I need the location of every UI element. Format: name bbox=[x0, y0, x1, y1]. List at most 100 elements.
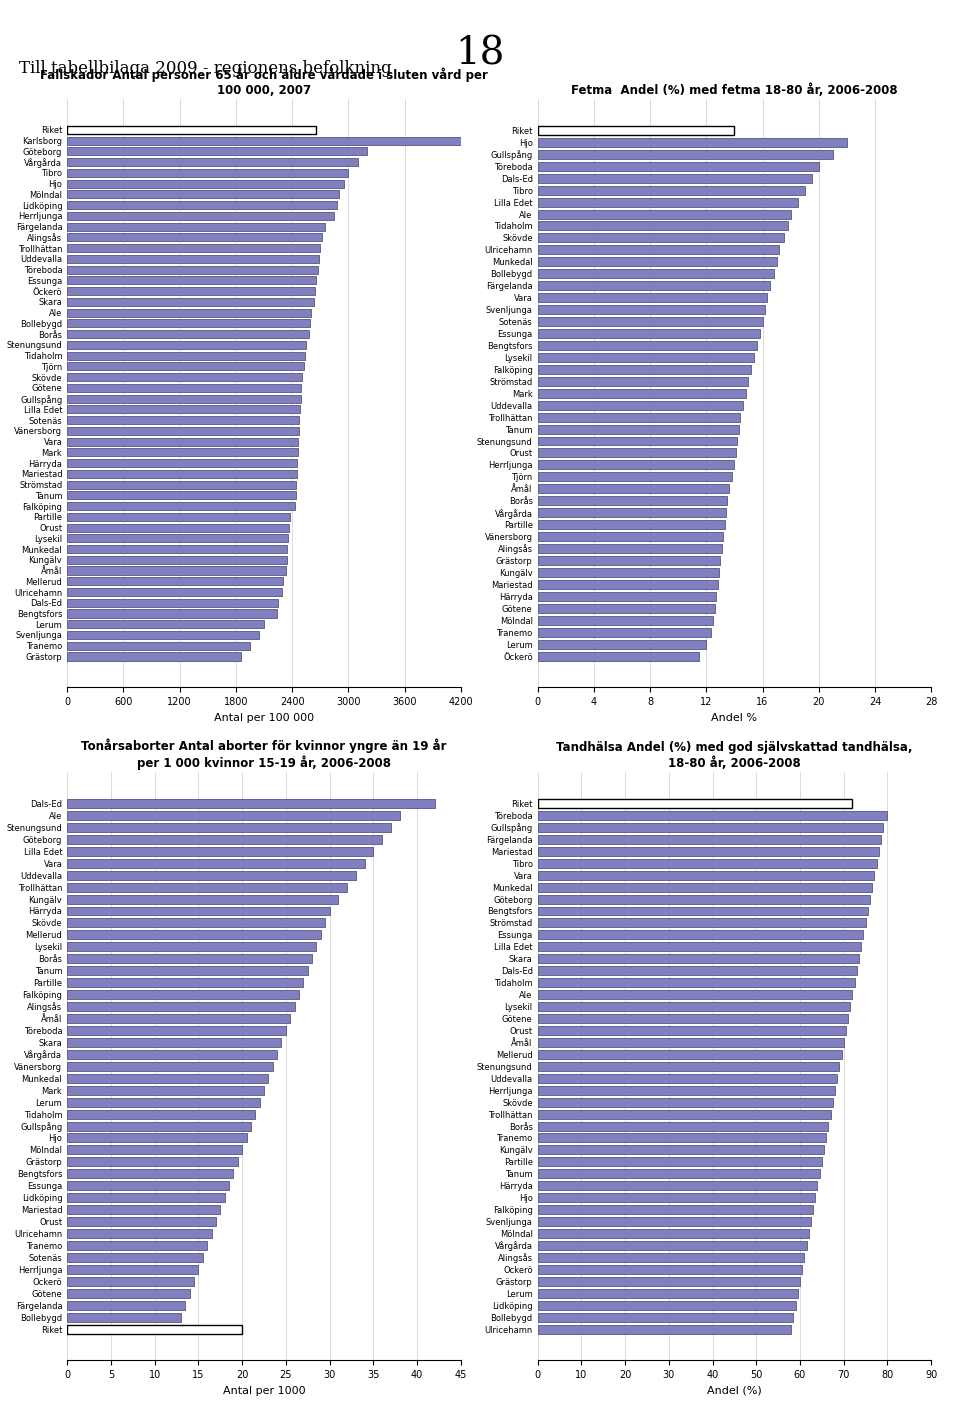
Bar bbox=[538, 1312, 793, 1322]
Bar bbox=[67, 298, 314, 306]
Bar bbox=[67, 180, 344, 187]
Bar bbox=[67, 244, 321, 252]
Bar bbox=[538, 364, 752, 374]
Bar bbox=[538, 533, 723, 541]
Bar bbox=[538, 150, 832, 159]
Bar bbox=[538, 1085, 835, 1095]
Text: 18: 18 bbox=[455, 35, 505, 72]
Bar bbox=[67, 1206, 220, 1214]
Bar bbox=[538, 1037, 844, 1047]
Bar bbox=[67, 966, 308, 975]
Bar bbox=[67, 990, 299, 999]
Bar bbox=[538, 639, 707, 649]
Bar bbox=[67, 1074, 269, 1083]
Bar bbox=[67, 523, 289, 531]
Bar bbox=[538, 281, 770, 290]
Bar bbox=[67, 823, 391, 832]
Bar bbox=[67, 1325, 242, 1333]
Bar bbox=[538, 1206, 813, 1214]
Bar bbox=[538, 1325, 791, 1333]
Bar bbox=[67, 1217, 216, 1226]
Bar bbox=[67, 1182, 229, 1190]
Title: Tonårsaborter Antal aborter för kvinnor yngre än 19 år
per 1 000 kvinnor 15-19 å: Tonårsaborter Antal aborter för kvinnor … bbox=[82, 738, 446, 769]
Bar bbox=[67, 1169, 233, 1179]
Bar bbox=[538, 894, 870, 904]
Bar bbox=[538, 425, 738, 434]
Bar bbox=[67, 1002, 295, 1012]
Bar bbox=[67, 918, 325, 927]
Bar bbox=[538, 580, 717, 589]
Bar bbox=[67, 513, 290, 521]
Bar bbox=[67, 265, 319, 273]
Bar bbox=[538, 221, 788, 231]
Bar bbox=[538, 883, 872, 891]
Bar bbox=[67, 1312, 180, 1322]
Bar bbox=[67, 427, 299, 435]
Bar bbox=[538, 1145, 824, 1155]
Bar bbox=[67, 373, 302, 381]
Bar bbox=[67, 859, 365, 867]
Bar bbox=[538, 174, 812, 183]
Bar bbox=[538, 918, 866, 927]
Bar bbox=[538, 1277, 800, 1285]
Bar bbox=[538, 317, 762, 326]
Bar bbox=[538, 126, 734, 135]
Bar bbox=[538, 1026, 846, 1034]
Bar bbox=[67, 417, 300, 424]
Bar bbox=[67, 351, 305, 360]
Title: Tandhälsa Andel (%) med god självskattad tandhälsa,
18-80 år, 2006-2008: Tandhälsa Andel (%) med god självskattad… bbox=[556, 741, 913, 769]
Bar bbox=[67, 234, 323, 241]
Bar bbox=[538, 823, 883, 832]
Bar bbox=[67, 459, 298, 468]
Bar bbox=[67, 835, 382, 843]
Bar bbox=[538, 1229, 808, 1238]
Bar bbox=[67, 319, 310, 327]
Bar bbox=[67, 1277, 194, 1285]
Bar bbox=[67, 384, 301, 393]
Bar bbox=[538, 652, 699, 660]
X-axis label: Andel (%): Andel (%) bbox=[707, 1386, 762, 1396]
Bar bbox=[538, 954, 859, 964]
Bar bbox=[538, 353, 754, 361]
Bar bbox=[67, 1085, 264, 1095]
Bar bbox=[538, 799, 852, 808]
Bar bbox=[538, 1169, 820, 1179]
Bar bbox=[67, 1121, 251, 1131]
Bar bbox=[538, 1002, 851, 1012]
Bar bbox=[538, 1193, 815, 1202]
Bar bbox=[67, 577, 283, 585]
Bar bbox=[67, 405, 300, 414]
Bar bbox=[538, 305, 765, 315]
Bar bbox=[538, 966, 857, 975]
Bar bbox=[67, 341, 306, 349]
Bar bbox=[538, 1121, 828, 1131]
Bar bbox=[538, 811, 887, 820]
Bar bbox=[538, 990, 852, 999]
X-axis label: Andel %: Andel % bbox=[711, 713, 757, 723]
Bar bbox=[538, 628, 710, 636]
Bar bbox=[67, 1158, 238, 1166]
Bar bbox=[538, 1050, 842, 1058]
Bar bbox=[538, 1098, 832, 1107]
Bar bbox=[67, 883, 348, 891]
Bar bbox=[538, 1134, 827, 1142]
Bar bbox=[538, 616, 713, 625]
Bar bbox=[67, 1110, 255, 1118]
Bar bbox=[538, 341, 756, 350]
Bar bbox=[67, 1253, 203, 1263]
Bar bbox=[67, 631, 259, 639]
Bar bbox=[67, 652, 241, 660]
Bar bbox=[67, 1241, 207, 1250]
Bar bbox=[67, 567, 286, 574]
Bar bbox=[538, 509, 726, 517]
Bar bbox=[538, 1061, 839, 1071]
Bar bbox=[538, 1015, 848, 1023]
Bar bbox=[538, 870, 875, 880]
X-axis label: Antal per 100 000: Antal per 100 000 bbox=[214, 713, 314, 723]
Bar bbox=[67, 555, 287, 564]
Bar bbox=[538, 329, 759, 339]
Bar bbox=[67, 480, 297, 489]
Bar bbox=[67, 255, 320, 264]
Bar bbox=[67, 288, 315, 295]
Bar bbox=[538, 604, 714, 612]
